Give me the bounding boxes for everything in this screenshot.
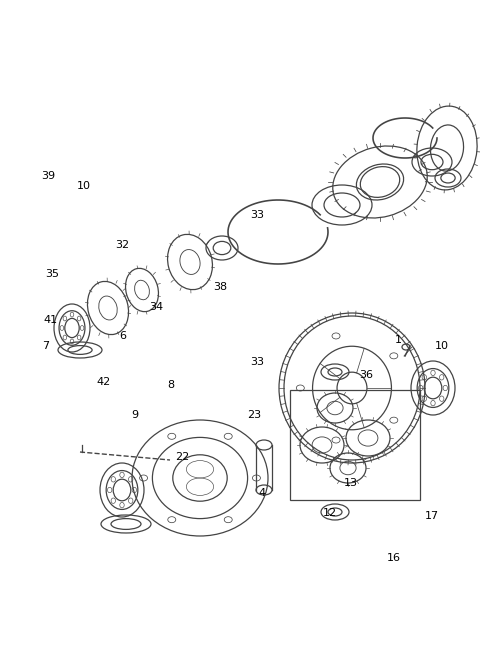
Text: 1: 1 [395,334,402,345]
Text: 16: 16 [386,553,401,564]
Text: 4: 4 [258,488,265,498]
Text: 12: 12 [323,507,337,518]
Text: 9: 9 [131,409,138,420]
Text: 7: 7 [42,341,49,351]
Text: 8: 8 [167,380,174,390]
Text: 33: 33 [250,210,264,221]
Text: 41: 41 [43,315,58,325]
Text: 6: 6 [119,331,126,342]
Text: 39: 39 [41,171,55,182]
Text: 17: 17 [425,511,439,521]
Text: 42: 42 [96,377,110,387]
Text: 36: 36 [359,370,373,381]
Bar [290,390,420,500]
Text: 22: 22 [175,452,190,462]
Text: 23: 23 [247,409,262,420]
Text: 35: 35 [45,269,59,279]
Text: 13: 13 [343,478,358,488]
Text: 33: 33 [250,357,264,368]
Text: 10: 10 [77,181,91,191]
Text: 10: 10 [434,341,449,351]
Text: 34: 34 [149,302,163,312]
Text: 38: 38 [213,282,227,293]
Text: 32: 32 [115,240,130,250]
